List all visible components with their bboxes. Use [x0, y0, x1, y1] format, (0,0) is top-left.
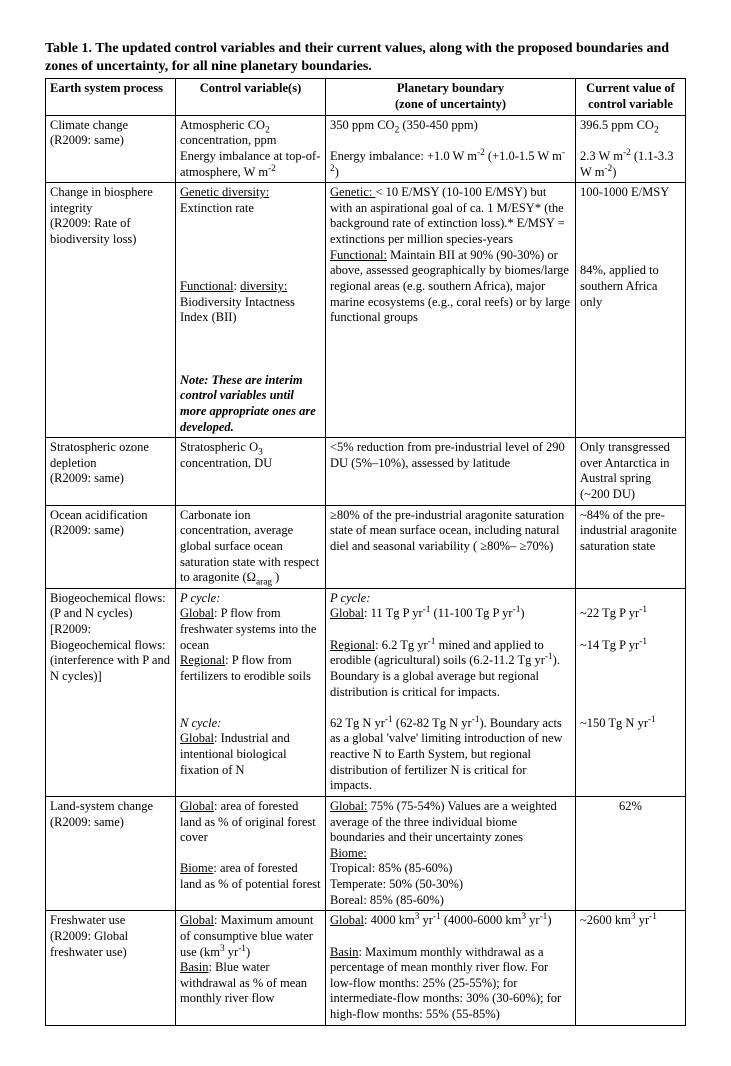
cell-water-cv: Global: Maximum amount of consumptive bl… [176, 911, 326, 1025]
col-current: Current value of control variable [576, 79, 686, 115]
cell-biogeo-cv: P cycle: Global: P flow from freshwater … [176, 588, 326, 796]
table-title: Table 1. The updated control variables a… [45, 40, 686, 76]
cell-climate-pb: 350 ppm CO2 (350-450 ppm) Energy imbalan… [326, 115, 576, 183]
cell-water-pb: Global: 4000 km3 yr-1 (4000-6000 km3 yr-… [326, 911, 576, 1025]
cell-climate-cur: 396.5 ppm CO2 2.3 W m-2 (1.1-3.3 W m-2) [576, 115, 686, 183]
row-climate: Climate change (R2009: same) Atmospheric… [46, 115, 686, 183]
cell-biosphere-cv: Genetic diversity: Extinction rate Funct… [176, 183, 326, 438]
cell-ocean-process: Ocean acidification (R2009: same) [46, 505, 176, 588]
cell-land-cur: 62% [576, 796, 686, 910]
cell-land-process: Land-system change (R2009: same) [46, 796, 176, 910]
row-ocean: Ocean acidification (R2009: same) Carbon… [46, 505, 686, 588]
cell-water-process: Freshwater use (R2009: Global freshwater… [46, 911, 176, 1025]
cell-biosphere-process: Change in biosphere integrity (R2009: Ra… [46, 183, 176, 438]
row-biogeo: Biogeochemical flows: (P and N cycles) [… [46, 588, 686, 796]
row-water: Freshwater use (R2009: Global freshwater… [46, 911, 686, 1025]
cell-land-cv: Global: area of forested land as % of or… [176, 796, 326, 910]
cell-biosphere-cur: 100-1000 E/MSY 84%, applied to southern … [576, 183, 686, 438]
cell-biogeo-cur: ~22 Tg P yr-1 ~14 Tg P yr-1 ~150 Tg N yr… [576, 588, 686, 796]
cell-ozone-process: Stratospheric ozone depletion (R2009: sa… [46, 438, 176, 506]
cell-ocean-cur: ~84% of the pre-industrial aragonite sat… [576, 505, 686, 588]
cell-land-pb: Global: 75% (75-54%) Values are a weight… [326, 796, 576, 910]
cell-ocean-cv: Carbonate ion concentration, average glo… [176, 505, 326, 588]
cell-ocean-pb: ≥80% of the pre-industrial aragonite sat… [326, 505, 576, 588]
row-land: Land-system change (R2009: same) Global:… [46, 796, 686, 910]
row-biosphere: Change in biosphere integrity (R2009: Ra… [46, 183, 686, 438]
header-row: Earth system process Control variable(s)… [46, 79, 686, 115]
cell-biogeo-pb: P cycle: Global: 11 Tg P yr-1 (11-100 Tg… [326, 588, 576, 796]
cell-biosphere-pb: Genetic: < 10 E/MSY (10-100 E/MSY) but w… [326, 183, 576, 438]
cell-biogeo-process: Biogeochemical flows: (P and N cycles) [… [46, 588, 176, 796]
col-process: Earth system process [46, 79, 176, 115]
col-boundary: Planetary boundary (zone of uncertainty) [326, 79, 576, 115]
cell-ozone-cv: Stratospheric O3 concentration, DU [176, 438, 326, 506]
cell-ozone-cur: Only transgressed over Antarctica in Aus… [576, 438, 686, 506]
cell-climate-cv: Atmospheric CO2 concentration, ppm Energ… [176, 115, 326, 183]
cell-climate-process: Climate change (R2009: same) [46, 115, 176, 183]
row-ozone: Stratospheric ozone depletion (R2009: sa… [46, 438, 686, 506]
planetary-boundaries-table: Earth system process Control variable(s)… [45, 78, 686, 1025]
cell-ozone-pb: <5% reduction from pre-industrial level … [326, 438, 576, 506]
col-control-var: Control variable(s) [176, 79, 326, 115]
cell-water-cur: ~2600 km3 yr-1 [576, 911, 686, 1025]
